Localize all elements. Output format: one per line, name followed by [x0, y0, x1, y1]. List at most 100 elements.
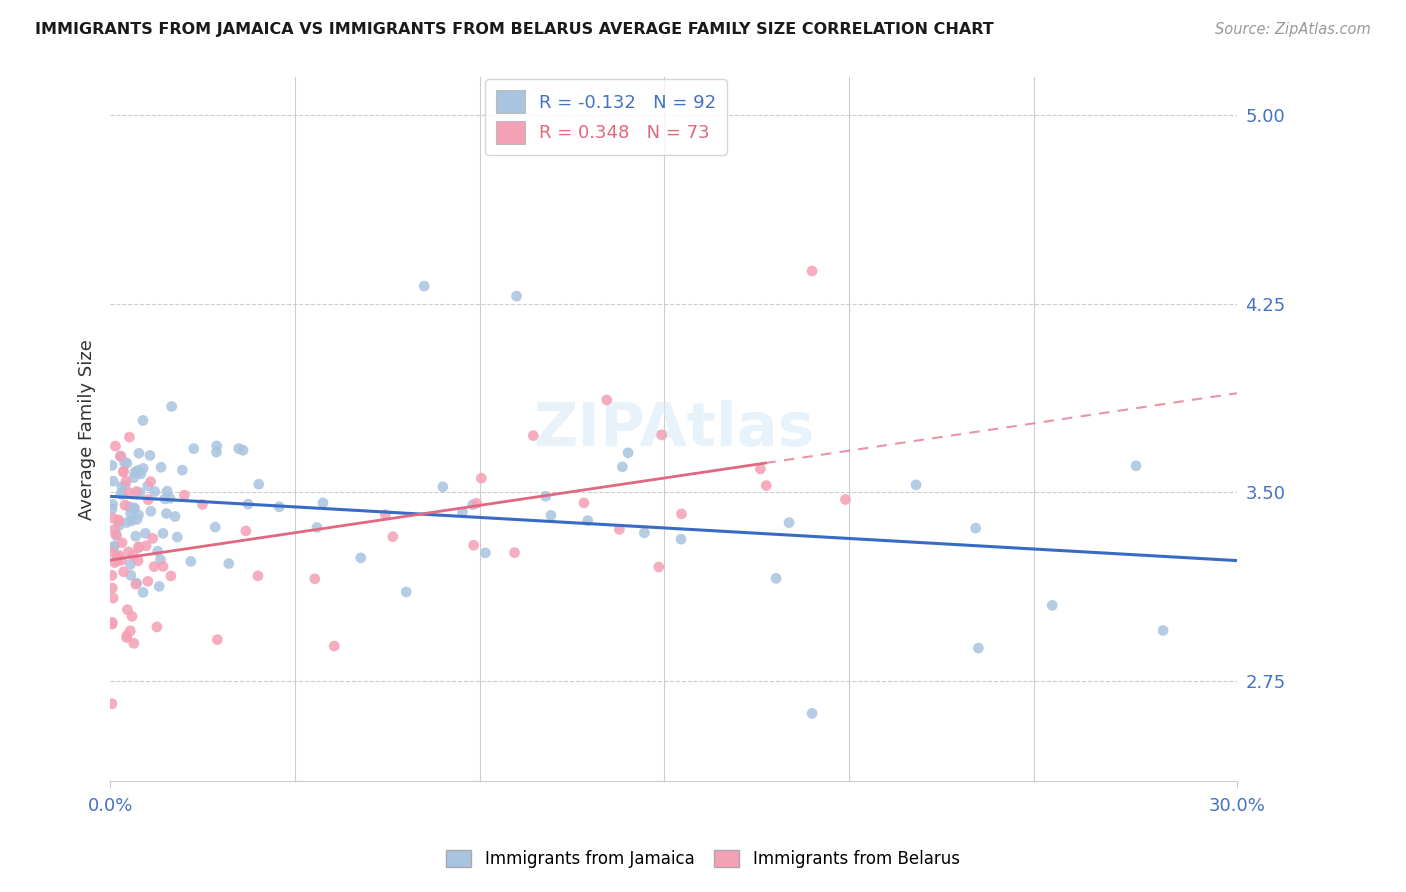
Point [191, 498, 214, 512]
Point [159, 491, 181, 506]
Point [111, 479, 134, 493]
Point [134, 526, 156, 541]
Point [228, 442, 250, 456]
Point [122, 470, 145, 484]
Point [305, 520, 328, 534]
Point [115, 516, 138, 530]
Point [165, 509, 187, 524]
Point [101, 545, 124, 559]
Point [103, 523, 125, 537]
Point [124, 465, 146, 479]
Point [381, 530, 404, 544]
Point [778, 516, 800, 530]
Point [596, 392, 619, 407]
Point [1040, 599, 1063, 613]
Point [451, 505, 474, 519]
Point [156, 484, 179, 499]
Point [651, 428, 673, 442]
Point [463, 538, 485, 552]
Y-axis label: Average Family Size: Average Family Size [79, 339, 96, 520]
Point [139, 504, 162, 518]
Point [146, 620, 169, 634]
Point [633, 525, 655, 540]
Point [617, 446, 640, 460]
Legend: R = -0.132   N = 92, R = 0.348   N = 73: R = -0.132 N = 92, R = 0.348 N = 73 [485, 79, 727, 154]
Point [132, 461, 155, 475]
Point [312, 496, 335, 510]
Point [395, 585, 418, 599]
Point [152, 559, 174, 574]
Point [118, 485, 141, 500]
Point [118, 500, 141, 514]
Point [160, 400, 183, 414]
Point [669, 532, 692, 546]
Point [132, 413, 155, 427]
Point [101, 502, 124, 516]
Point [160, 569, 183, 583]
Point [183, 442, 205, 456]
Point [101, 474, 124, 488]
Point [755, 478, 778, 492]
Point [107, 554, 129, 568]
Point [572, 496, 595, 510]
Point [112, 565, 135, 579]
Point [111, 535, 134, 549]
Legend: Immigrants from Jamaica, Immigrants from Belarus: Immigrants from Jamaica, Immigrants from… [440, 843, 966, 875]
Point [105, 549, 128, 564]
Point [155, 507, 177, 521]
Point [105, 528, 128, 542]
Point [115, 631, 138, 645]
Point [128, 541, 150, 555]
Point [765, 571, 787, 585]
Point [110, 553, 132, 567]
Point [139, 449, 162, 463]
Point [204, 520, 226, 534]
Point [125, 484, 148, 499]
Point [671, 507, 693, 521]
Point [120, 507, 142, 521]
Point [103, 556, 125, 570]
Point [101, 697, 124, 711]
Point [118, 430, 141, 444]
Point [128, 540, 150, 554]
Point [465, 496, 488, 510]
Point [103, 539, 125, 553]
Point [965, 521, 987, 535]
Point [236, 497, 259, 511]
Point [115, 628, 138, 642]
Point [136, 492, 159, 507]
Point [801, 264, 824, 278]
Point [101, 581, 124, 595]
Point [127, 466, 149, 480]
Point [112, 465, 135, 479]
Point [503, 546, 526, 560]
Point [125, 577, 148, 591]
Text: ZIPAtlas: ZIPAtlas [533, 400, 814, 458]
Point [101, 497, 124, 511]
Point [101, 617, 124, 632]
Point [114, 478, 136, 492]
Point [143, 484, 166, 499]
Point [114, 455, 136, 469]
Point [129, 485, 152, 500]
Point [120, 624, 142, 638]
Point [132, 585, 155, 599]
Point [107, 513, 129, 527]
Point [150, 460, 173, 475]
Point [103, 540, 125, 554]
Point [112, 464, 135, 478]
Point [124, 500, 146, 515]
Point [172, 463, 194, 477]
Point [122, 548, 145, 562]
Point [1125, 458, 1147, 473]
Point [110, 449, 132, 463]
Point [749, 462, 772, 476]
Point [121, 609, 143, 624]
Point [142, 532, 165, 546]
Point [127, 463, 149, 477]
Point [117, 545, 139, 559]
Point [432, 480, 454, 494]
Point [152, 526, 174, 541]
Point [110, 449, 132, 463]
Point [117, 602, 139, 616]
